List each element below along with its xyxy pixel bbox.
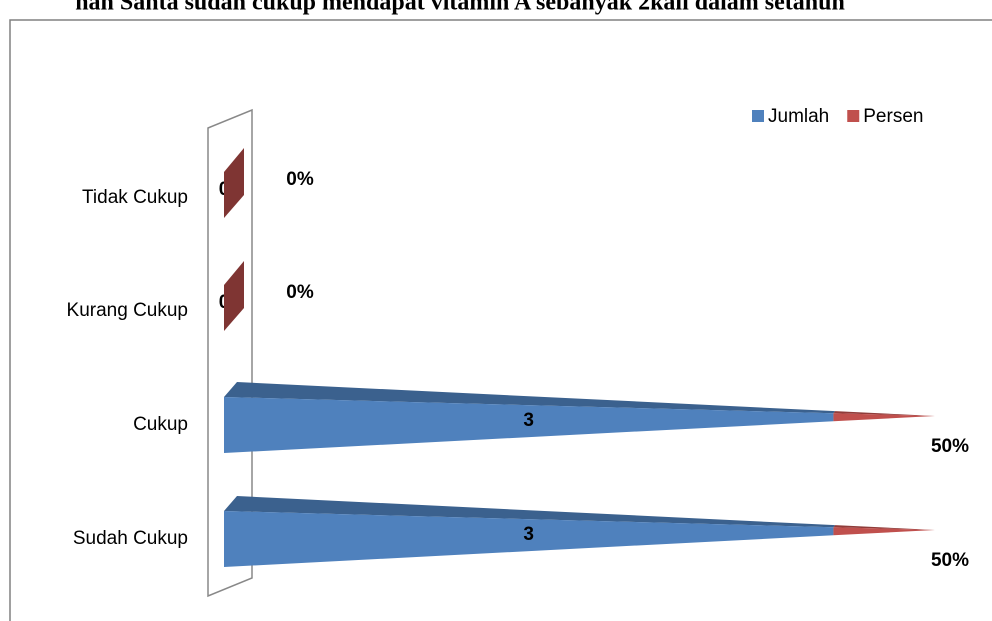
- data-label: 50%: [931, 550, 969, 571]
- legend-label: Persen: [863, 106, 923, 127]
- legend-swatch: [847, 110, 860, 122]
- data-label: 50%: [931, 436, 969, 457]
- y-tick-label: Sudah Cukup: [73, 528, 188, 549]
- y-tick-label: Kurang Cukup: [67, 300, 188, 321]
- bar: [224, 397, 834, 453]
- bar: [833, 527, 935, 536]
- data-label: 3: [523, 524, 534, 545]
- bar-top: [224, 496, 836, 528]
- legend-label: Jumlah: [768, 106, 829, 127]
- bar: [224, 511, 834, 567]
- bar-top: [833, 525, 935, 530]
- data-label: 0%: [286, 169, 314, 190]
- legend-swatch: [752, 110, 764, 122]
- chart-title: nah Santa sudah cukup mendapat vitamin A…: [75, 0, 845, 16]
- bar: [224, 148, 244, 218]
- bar: [224, 261, 244, 331]
- chart-border: [9, 19, 992, 621]
- data-label: 0%: [286, 282, 314, 303]
- bar-top: [833, 411, 935, 416]
- y-tick-label: Tidak Cukup: [82, 187, 188, 208]
- bar: [833, 413, 935, 422]
- back-wall: [207, 108, 253, 598]
- bar-top: [224, 382, 836, 414]
- y-tick-label: Cukup: [133, 414, 188, 435]
- data-label: 3: [523, 410, 534, 431]
